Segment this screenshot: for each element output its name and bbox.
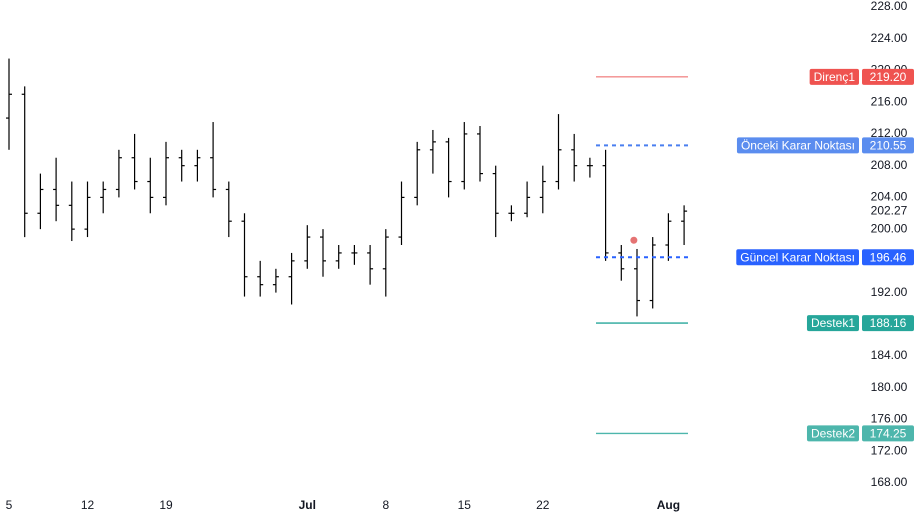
level-name-box [806, 315, 859, 332]
y-tick-label: 200.00 [871, 221, 908, 235]
level-name-label: Direnç1 [814, 70, 856, 84]
y-tick-label: 208.00 [871, 158, 908, 172]
x-tick-label: 19 [159, 498, 173, 512]
x-tick-label: 22 [536, 498, 550, 512]
level-value-label: 219.20 [870, 70, 907, 84]
x-tick-label: 8 [382, 498, 389, 512]
level-value-box [862, 425, 914, 442]
level-name-box [806, 425, 859, 442]
y-tick-label: 212.00 [871, 126, 908, 140]
level-value-label: 196.46 [870, 250, 907, 264]
level-name-label: Güncel Karar Noktası [740, 250, 855, 264]
x-tick-label: 15 [458, 498, 472, 512]
level-name-label: Önceki Karar Noktası [741, 139, 855, 153]
y-tick-label: 172.00 [871, 443, 908, 457]
x-tick-label: 5 [6, 498, 13, 512]
level-name-box [736, 137, 859, 154]
level-value-box [862, 137, 914, 154]
level-name-label: Destek1 [811, 316, 855, 330]
level-name-box [809, 68, 859, 85]
level-name-box [736, 249, 859, 266]
level-value-label: 210.55 [870, 139, 907, 153]
level-value-box [862, 249, 914, 266]
x-tick-label: Jul [299, 498, 316, 512]
level-value-box [862, 68, 914, 85]
level-value-label: 188.16 [870, 316, 907, 330]
y-tick-label: 192.00 [871, 285, 908, 299]
y-tick-label: 168.00 [871, 475, 908, 489]
level-value-box [862, 315, 914, 332]
last-price-label: 202.27 [871, 203, 908, 217]
level-name-label: Destek2 [811, 427, 855, 441]
y-tick-label: 204.00 [871, 190, 908, 204]
level-value-label: 174.25 [870, 427, 907, 441]
x-tick-label: Aug [657, 498, 680, 512]
y-tick-label: 180.00 [871, 380, 908, 394]
x-tick-label: 12 [81, 498, 95, 512]
y-tick-label: 228.00 [871, 0, 908, 13]
y-tick-label: 216.00 [871, 94, 908, 108]
signal-marker [630, 236, 638, 244]
y-tick-label: 224.00 [871, 31, 908, 45]
y-tick-label: 176.00 [871, 412, 908, 426]
y-tick-label: 184.00 [871, 348, 908, 362]
